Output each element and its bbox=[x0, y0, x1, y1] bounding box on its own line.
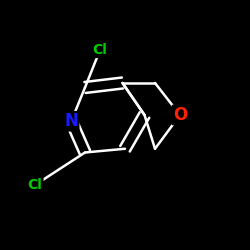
Text: Cl: Cl bbox=[28, 178, 42, 192]
Text: N: N bbox=[64, 112, 78, 130]
Text: O: O bbox=[173, 106, 187, 124]
Text: Cl: Cl bbox=[92, 43, 108, 57]
